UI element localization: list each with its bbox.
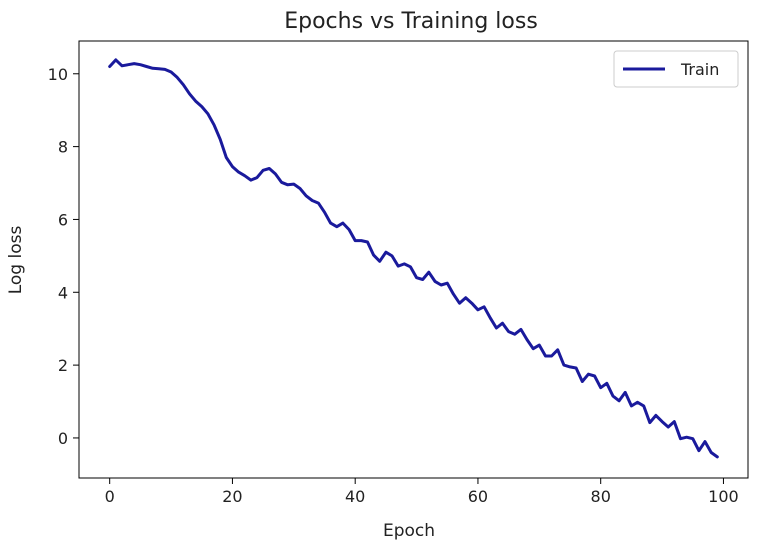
x-tick-label: 100: [708, 487, 739, 506]
y-tick-label: 2: [58, 356, 68, 375]
y-tick-label: 0: [58, 429, 68, 448]
x-tick-label: 40: [345, 487, 365, 506]
chart-title: Epochs vs Training loss: [284, 9, 538, 34]
x-axis-label: Epoch: [383, 521, 435, 541]
y-tick-label: 10: [48, 65, 68, 84]
x-tick-label: 60: [468, 487, 488, 506]
x-tick-label: 80: [591, 487, 611, 506]
y-tick-label: 4: [58, 283, 68, 302]
legend-box: [613, 50, 739, 88]
legend-label-train: Train: [680, 60, 719, 79]
y-tick-label: 6: [58, 210, 68, 229]
y-tick-label: 8: [58, 138, 68, 157]
plot-frame: [78, 40, 749, 479]
x-tick-label: 0: [105, 487, 115, 506]
x-axis-ticks: 0 20 40 60 80 100: [105, 478, 739, 506]
x-tick-label: 20: [222, 487, 242, 506]
legend: Train: [613, 50, 739, 88]
y-axis-ticks: 0 2 4 6 8 10: [48, 65, 79, 448]
y-axis-label: Log loss: [6, 226, 26, 295]
series-line-train: [108, 58, 719, 459]
series-layer: [108, 58, 719, 459]
